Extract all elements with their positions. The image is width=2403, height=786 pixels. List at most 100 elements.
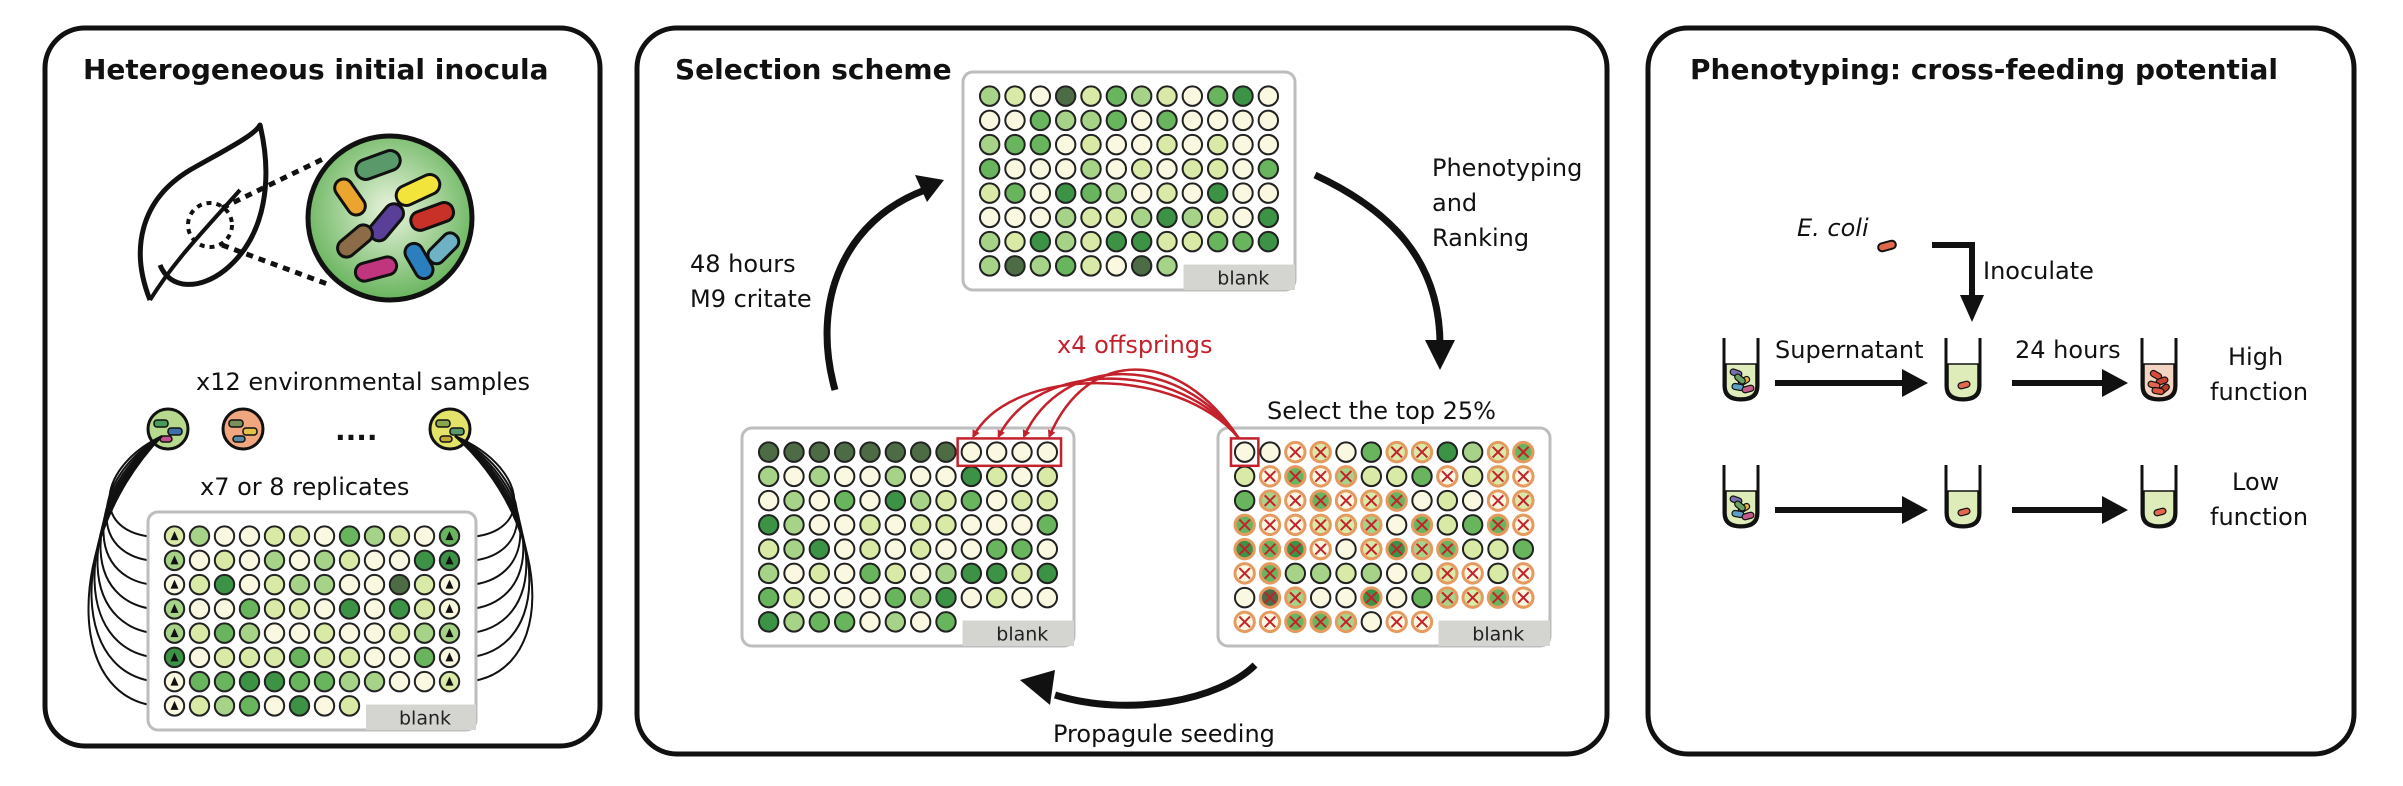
well	[263, 646, 286, 669]
cross-mark	[1415, 518, 1429, 531]
well	[388, 525, 411, 547]
well	[757, 489, 780, 512]
cross-mark	[1263, 470, 1277, 483]
rejected-well-mark	[1233, 513, 1256, 537]
well	[1181, 182, 1204, 204]
well	[978, 85, 1001, 107]
well	[1036, 586, 1059, 609]
well	[1461, 489, 1484, 512]
rejected-well-mark	[1486, 489, 1510, 512]
inoculation-dot	[170, 700, 179, 710]
inoculation-dot	[170, 579, 179, 589]
cross-mark	[1289, 591, 1302, 604]
well	[935, 562, 957, 585]
well	[338, 573, 361, 596]
well	[338, 670, 361, 693]
phenotype-label-3: Ranking	[1432, 224, 1529, 252]
well	[1512, 538, 1535, 560]
inoculation-arc	[449, 435, 528, 635]
well	[1487, 562, 1509, 585]
well	[188, 646, 211, 669]
well	[388, 573, 411, 596]
inoculation-dot	[445, 603, 454, 613]
well	[313, 573, 336, 596]
well	[909, 586, 932, 609]
well	[213, 573, 236, 596]
well	[757, 465, 780, 488]
tube-outline	[1722, 338, 1760, 402]
rejected-well-mark	[1486, 440, 1510, 464]
well	[884, 489, 907, 512]
well	[1080, 158, 1102, 180]
well	[1181, 158, 1204, 180]
rejected-well-mark	[1309, 489, 1332, 512]
well	[1335, 586, 1357, 609]
cross-mark	[1466, 591, 1479, 604]
rejected-well-mark	[1309, 537, 1332, 561]
rejected-well-mark	[1461, 586, 1484, 609]
well	[960, 586, 983, 609]
bacterium-icon	[1741, 384, 1755, 394]
well	[1411, 465, 1433, 488]
well	[909, 538, 932, 560]
rejected-well-mark	[1334, 465, 1358, 488]
well	[1232, 158, 1254, 180]
well	[288, 622, 311, 644]
well	[978, 109, 1001, 132]
well	[833, 586, 856, 609]
well	[288, 525, 311, 547]
well	[1054, 182, 1077, 204]
rejected-well-mark	[1258, 489, 1282, 512]
tube-outline	[1944, 465, 1982, 529]
blank-label: blank	[1217, 267, 1269, 289]
well	[1233, 489, 1256, 512]
rejected-well-mark	[1512, 465, 1535, 488]
well	[1487, 538, 1509, 560]
offspring-label: x4 offsprings	[1057, 331, 1213, 359]
well	[1105, 206, 1128, 229]
well	[313, 598, 336, 620]
cross-mark	[1339, 494, 1353, 507]
cross-mark	[1491, 470, 1505, 483]
well	[884, 611, 907, 633]
ecoli-label: E. coli	[1797, 214, 1869, 242]
well	[288, 598, 311, 620]
well	[833, 489, 856, 512]
cross-mark	[1238, 567, 1251, 580]
cross-mark	[1365, 494, 1378, 507]
well	[859, 465, 881, 488]
tube-outline	[1722, 465, 1760, 529]
inoculation-arc	[87, 435, 175, 708]
well	[833, 514, 856, 536]
well	[1232, 206, 1254, 229]
well	[238, 646, 261, 669]
well	[909, 514, 932, 536]
rejected-well-mark	[1309, 465, 1332, 488]
well	[960, 465, 983, 488]
well	[833, 441, 856, 463]
well	[833, 562, 856, 585]
well	[1054, 158, 1077, 180]
well	[783, 586, 805, 609]
well	[1257, 182, 1280, 204]
rejected-well-mark	[1258, 610, 1282, 634]
well	[1360, 611, 1383, 633]
well	[238, 670, 261, 693]
cross-mark	[1491, 446, 1505, 459]
well	[935, 611, 957, 633]
well	[363, 598, 386, 620]
well	[388, 670, 411, 693]
rejected-well-mark	[1233, 537, 1256, 561]
well	[338, 622, 361, 644]
well	[978, 230, 1001, 253]
cross-mark	[1390, 615, 1403, 628]
bacterium-icon	[1957, 507, 1971, 517]
well	[909, 465, 932, 488]
high-label-2: function	[2210, 378, 2308, 406]
select-label: Select the top 25%	[1267, 397, 1496, 425]
well	[1385, 586, 1408, 609]
well	[1054, 85, 1077, 107]
well	[1385, 562, 1408, 585]
well	[808, 586, 831, 609]
well	[313, 525, 336, 547]
